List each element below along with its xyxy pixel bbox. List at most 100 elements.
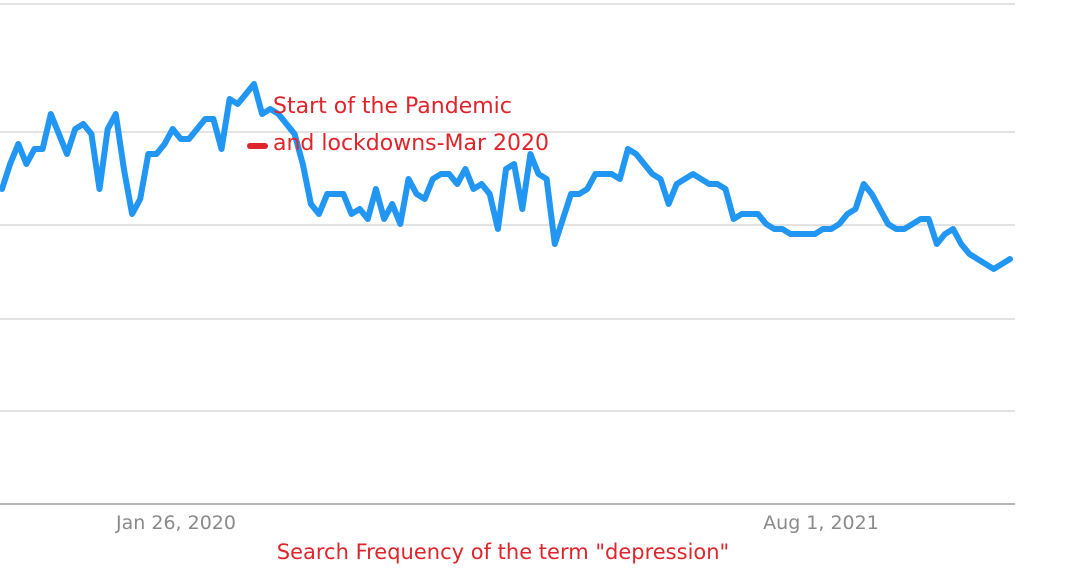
data-point (578, 193, 580, 195)
data-point (294, 133, 296, 135)
data-point (424, 198, 426, 200)
data-point (985, 263, 987, 265)
data-point (651, 173, 653, 175)
data-point (684, 178, 686, 180)
data-point (513, 163, 515, 165)
data-point (481, 183, 483, 185)
data-point (229, 98, 231, 100)
data-point (99, 188, 100, 190)
data-point (245, 93, 247, 95)
data-point (643, 163, 645, 165)
data-point (489, 193, 491, 195)
data-point (968, 253, 970, 255)
data-point (74, 128, 76, 130)
data-point (920, 218, 922, 220)
data-point (765, 223, 767, 225)
data-point (342, 193, 344, 195)
data-point (164, 143, 166, 145)
data-point (408, 178, 409, 180)
data-point (660, 178, 661, 180)
data-point (473, 188, 474, 190)
data-point (627, 148, 629, 150)
data-point (725, 188, 726, 190)
data-point (603, 173, 604, 175)
data-point (708, 183, 710, 185)
data-point (1001, 263, 1003, 265)
data-point (912, 223, 913, 225)
data-point (204, 118, 206, 120)
data-point (554, 243, 556, 245)
data-point (960, 243, 962, 245)
data-point (887, 223, 889, 225)
data-point (1, 188, 3, 190)
annotation-line-2: and lockdowns-Mar 2020 (273, 131, 549, 156)
data-point (391, 203, 393, 205)
data-point (505, 168, 507, 170)
data-point (367, 218, 369, 220)
data-point (830, 228, 832, 230)
data-point (42, 148, 44, 150)
data-point (538, 173, 539, 175)
data-point (846, 213, 848, 215)
data-point (139, 198, 141, 200)
data-point (383, 218, 385, 220)
data-point (944, 233, 946, 235)
data-point (798, 233, 800, 235)
data-point (82, 123, 84, 125)
data-point (749, 213, 751, 215)
data-point (123, 168, 125, 170)
x-tick-label: Aug 1, 2021 (763, 512, 879, 534)
data-point (58, 133, 60, 135)
data-point (863, 183, 865, 185)
data-point (529, 153, 531, 155)
data-point (822, 228, 824, 230)
data-point (221, 148, 222, 150)
data-point (237, 103, 239, 105)
data-point (432, 178, 434, 180)
data-point (993, 268, 995, 270)
data-point (253, 83, 255, 85)
data-point (570, 193, 572, 195)
data-point (464, 168, 466, 170)
data-point (676, 183, 678, 185)
data-point (188, 138, 190, 140)
series-layer (0, 81, 1013, 272)
data-point (440, 173, 442, 175)
data-point (34, 148, 35, 150)
data-point (269, 108, 271, 110)
data-point (180, 138, 182, 140)
data-point (351, 213, 352, 215)
data-point (741, 213, 743, 215)
data-point (781, 228, 783, 230)
data-point (546, 178, 548, 180)
data-point (196, 128, 198, 130)
data-point (692, 173, 694, 175)
annotation: Start of the Pandemic and lockdowns-Mar … (247, 94, 549, 156)
data-point (619, 178, 621, 180)
annotation-marker (247, 143, 268, 149)
data-point (700, 178, 702, 180)
data-point (326, 193, 328, 195)
data-point (635, 153, 637, 155)
data-point (448, 173, 450, 175)
data-point (733, 218, 735, 220)
data-point (9, 163, 11, 165)
data-point (212, 118, 214, 120)
data-point (416, 193, 418, 195)
data-point (334, 193, 336, 195)
data-point (806, 233, 808, 235)
data-point (773, 228, 775, 230)
data-point (716, 183, 718, 185)
data-point (855, 208, 856, 210)
data-point (497, 228, 499, 230)
data-point (147, 153, 149, 155)
data-point (879, 208, 881, 210)
data-point (611, 173, 613, 175)
data-point (399, 223, 401, 225)
data-point (895, 228, 897, 230)
data-point (66, 153, 68, 155)
data-point (977, 258, 978, 260)
data-point (594, 173, 596, 175)
data-point (814, 233, 816, 235)
data-point (318, 213, 320, 215)
